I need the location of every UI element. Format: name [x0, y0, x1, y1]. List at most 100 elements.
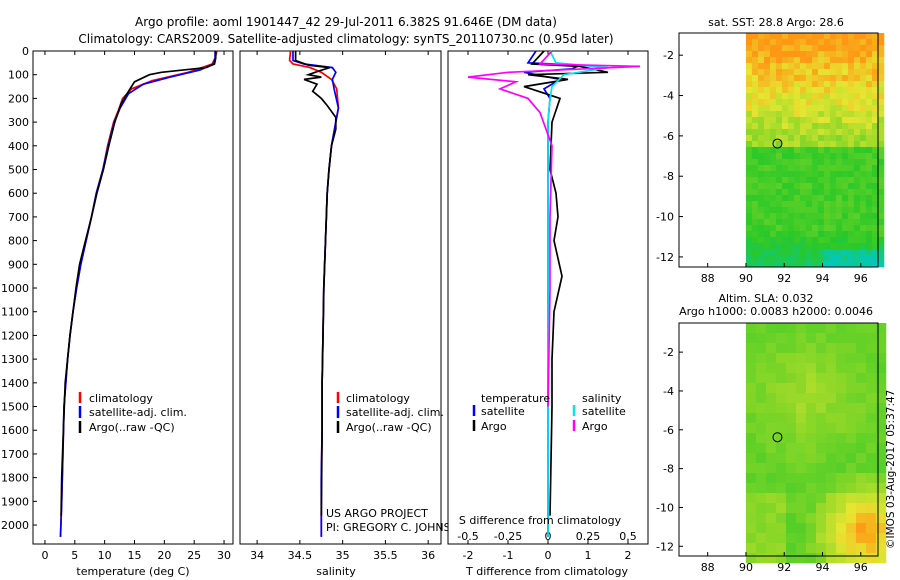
map-cell	[875, 413, 887, 424]
map-cell	[793, 63, 801, 70]
map-cell	[775, 225, 783, 232]
map-cell	[823, 123, 831, 130]
map-cell	[823, 159, 831, 166]
map-cell	[745, 39, 753, 46]
map-cell	[829, 45, 837, 52]
map-cell	[823, 237, 831, 244]
map-cell	[817, 87, 825, 94]
map-cell	[835, 393, 847, 404]
map-cell	[781, 195, 789, 202]
map-cell	[751, 117, 759, 124]
map-cell	[781, 225, 789, 232]
map-cell	[855, 463, 867, 474]
map-cell	[817, 123, 825, 130]
x-tick-label: 92	[777, 561, 791, 574]
map-cell	[799, 201, 807, 208]
map-cell	[805, 543, 817, 554]
map-cell	[829, 213, 837, 220]
map-cell	[823, 255, 831, 262]
map-cell	[817, 249, 825, 256]
map-cell	[751, 255, 759, 262]
map-cell	[859, 153, 867, 160]
map-cell	[815, 473, 827, 484]
map-cell	[751, 237, 759, 244]
map-cell	[781, 99, 789, 106]
map-cell	[825, 493, 837, 504]
map-cell	[815, 453, 827, 464]
map-cell	[795, 353, 807, 364]
map-cell	[785, 503, 797, 514]
map-cell	[745, 135, 753, 142]
map-cell	[859, 63, 867, 70]
map-cell	[745, 249, 753, 256]
map-cell	[811, 129, 819, 136]
map-cell	[829, 255, 837, 262]
map-cell	[825, 363, 837, 374]
map-cell	[745, 523, 757, 534]
map-cell	[805, 353, 817, 364]
map-cell	[799, 105, 807, 112]
y-tick-label: 400	[8, 140, 29, 153]
legend-t-satellite: satellite	[481, 405, 525, 418]
map-cell	[847, 249, 855, 256]
map-cell	[805, 237, 813, 244]
map-cell	[799, 237, 807, 244]
map-cell	[757, 225, 765, 232]
map-cell	[745, 383, 757, 394]
map-cell	[835, 219, 843, 226]
map-cell	[841, 201, 849, 208]
map-cell	[811, 201, 819, 208]
map-cell	[829, 141, 837, 148]
t-difference-xlabel: T difference from climatology	[465, 565, 628, 578]
map-cell	[787, 219, 795, 226]
map-cell	[745, 343, 757, 354]
map-cell	[817, 135, 825, 142]
map-cell	[815, 333, 827, 344]
map-cell	[745, 225, 753, 232]
x-tick-label: 96	[854, 561, 868, 574]
map-cell	[817, 51, 825, 58]
map-cell	[775, 201, 783, 208]
map-cell	[775, 553, 787, 564]
map-cell	[853, 129, 861, 136]
y-tick-label: 500	[8, 164, 29, 177]
x-tick-label: 90	[739, 272, 753, 285]
y-tick-label: -8	[663, 170, 674, 183]
map-cell	[805, 201, 813, 208]
map-cell	[757, 255, 765, 262]
map-cell	[825, 443, 837, 454]
sst-map-axes-ticks: 88 90 92 94 96 -2 -4 -6 -8 -10 -12	[656, 32, 879, 285]
map-cell	[845, 333, 857, 344]
map-cell	[763, 99, 771, 106]
map-cell	[751, 243, 759, 250]
map-cell	[755, 483, 767, 494]
map-cell	[805, 533, 817, 544]
map-cell	[785, 523, 797, 534]
map-cell	[847, 261, 855, 268]
map-cell	[765, 473, 777, 484]
map-cell	[763, 135, 771, 142]
map-cell	[859, 201, 867, 208]
map-cell	[823, 33, 831, 40]
map-cell	[817, 165, 825, 172]
salinity-axes	[239, 50, 442, 545]
map-cell	[817, 141, 825, 148]
map-cell	[769, 39, 777, 46]
map-cell	[835, 39, 843, 46]
map-cell	[785, 363, 797, 374]
map-cell	[875, 383, 887, 394]
map-cell	[841, 123, 849, 130]
map-cell	[811, 255, 819, 262]
map-cell	[751, 207, 759, 214]
map-cell	[799, 177, 807, 184]
map-cell	[865, 111, 873, 118]
map-cell	[811, 171, 819, 178]
map-cell	[865, 373, 877, 384]
y-tick-label: -8	[663, 463, 674, 476]
map-cell	[815, 443, 827, 454]
map-cell	[775, 513, 787, 524]
map-cell	[859, 75, 867, 82]
map-cell	[745, 57, 753, 64]
map-cell	[755, 403, 767, 414]
map-cell	[829, 177, 837, 184]
